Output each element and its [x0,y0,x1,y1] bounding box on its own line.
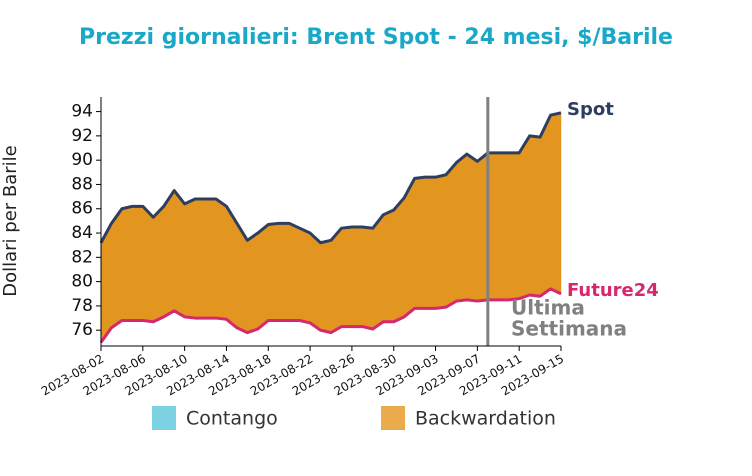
spread-fill [424,176,436,309]
chart-title: Prezzi giornalieri: Brent Spot - 24 mesi… [79,25,673,50]
spread-fill [111,207,123,329]
spread-fill [309,232,321,331]
annotation-text: Settimana [511,317,627,341]
y-tick-label: 80 [71,272,93,292]
spread-fill [351,226,363,327]
legend-label: Backwardation [415,408,556,430]
spread-fill [278,223,290,321]
spread-fill [529,135,541,297]
series-label: Future24 [567,280,659,301]
spread-fill [403,178,415,318]
legend-swatch [381,406,405,430]
y-tick-label: 90 [71,150,93,170]
spread-fill [173,189,185,318]
spread-fill [153,205,164,323]
y-tick-label: 84 [71,223,93,243]
spread-fill [383,209,394,322]
spread-fill [518,134,530,299]
spread-fill [445,161,457,308]
series-line [99,111,562,245]
spread-fill [498,152,509,301]
legend-swatch [152,406,176,430]
spread-fill [435,174,447,309]
y-tick-label: 94 [71,102,93,122]
spread-fill [341,226,353,327]
spread-fill [288,222,300,321]
spread-fill [121,206,133,321]
spread-fill [194,198,206,319]
annotation-text: Ultima [511,296,585,320]
spread-fill [132,206,144,321]
spread-fill [320,240,332,333]
series-line [99,287,562,344]
spread-fill [372,214,384,330]
spread-fill [184,198,196,319]
spread-fill [539,115,551,297]
spread-fill [268,223,279,321]
spread-fill [226,205,238,329]
series-label: Spot [567,99,614,120]
spread-fill [393,197,405,323]
spread-fill [456,153,468,302]
y-tick-label: 88 [71,174,93,194]
spread-fill [477,152,489,302]
spread-fill [330,227,342,334]
y-axis-label: Dollari per Barile [0,145,21,297]
spread-fill [362,226,374,330]
spread-fill [205,198,217,319]
spread-fill [508,152,520,301]
y-tick-label: 86 [71,199,93,219]
spread-fill [142,205,154,322]
spread-fill [163,189,175,318]
legend-label: Contango [186,408,278,430]
spread-fill [414,176,426,309]
spread-fill [487,152,499,301]
spread-fill [299,227,311,324]
spread-fill [466,153,478,302]
y-tick-label: 78 [71,296,93,316]
spread-fill [257,224,269,330]
spread-fill [550,112,562,295]
spread-fill [247,232,259,333]
spread-fill [215,198,227,320]
y-tick-label: 82 [71,247,93,267]
y-tick-label: 92 [71,126,93,146]
y-tick-label: 76 [71,320,93,340]
